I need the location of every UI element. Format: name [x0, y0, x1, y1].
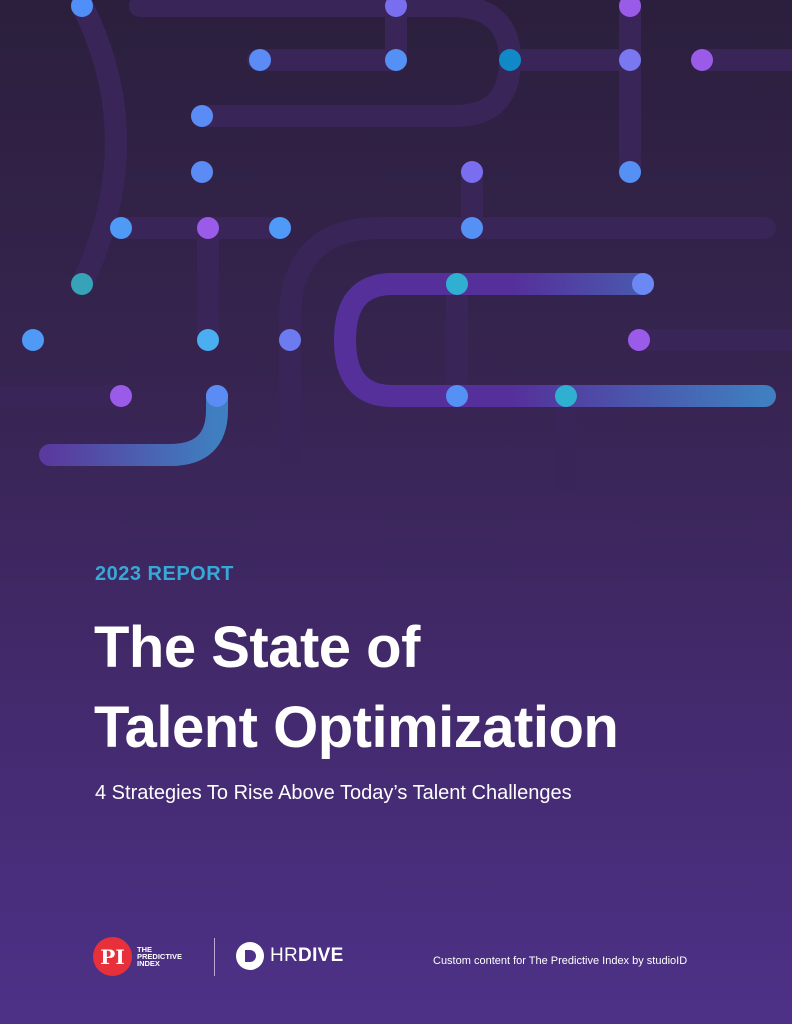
predictive-index-logo: PI THE PREDICTIVE INDEX	[93, 937, 182, 976]
pi-logo-text-line: PREDICTIVE	[137, 952, 183, 961]
node	[191, 105, 213, 127]
node	[691, 49, 713, 71]
highlight-tracks	[22, 0, 776, 466]
pi-logo-text-line: INDEX	[137, 959, 160, 968]
network-nodes	[22, 0, 713, 407]
faint-tracks	[0, 0, 792, 491]
node	[446, 385, 468, 407]
node	[619, 0, 641, 17]
node	[279, 329, 301, 351]
node	[461, 217, 483, 239]
title-line-1: The State of	[94, 615, 420, 680]
sponsor-credit: Custom content for The Predictive Index …	[433, 955, 688, 967]
node	[191, 161, 213, 183]
pi-logo-text-line: THE	[137, 945, 152, 954]
node	[71, 0, 93, 17]
node	[110, 217, 132, 239]
node	[110, 385, 132, 407]
node	[269, 217, 291, 239]
hrdive-icon	[236, 942, 264, 970]
title-line-2: Talent Optimization	[94, 695, 619, 760]
node	[197, 217, 219, 239]
hrdive-wordmark: HRDIVE	[270, 945, 344, 967]
node	[22, 329, 44, 351]
node	[461, 161, 483, 183]
node	[555, 385, 577, 407]
node	[385, 49, 407, 71]
pi-logo-mark: PI	[93, 937, 132, 976]
node	[499, 49, 521, 71]
node	[628, 329, 650, 351]
node	[385, 0, 407, 17]
pi-logo-text: THE PREDICTIVE INDEX	[137, 945, 183, 968]
hrdive-light: HR	[270, 945, 299, 966]
node	[632, 273, 654, 295]
node	[619, 161, 641, 183]
hrdive-bold: DIVE	[298, 945, 344, 966]
node	[197, 329, 219, 351]
node	[446, 273, 468, 295]
node	[206, 385, 228, 407]
report-year-label: 2023 REPORT	[95, 563, 234, 585]
node	[71, 273, 93, 295]
subtitle: 4 Strategies To Rise Above Today’s Talen…	[95, 782, 572, 804]
hrdive-logo: HRDIVE	[236, 942, 344, 970]
logo-divider	[214, 938, 215, 976]
decorative-network-graphic	[0, 0, 792, 491]
node	[619, 49, 641, 71]
node	[249, 49, 271, 71]
page-title: The State of Talent Optimization	[94, 608, 619, 768]
